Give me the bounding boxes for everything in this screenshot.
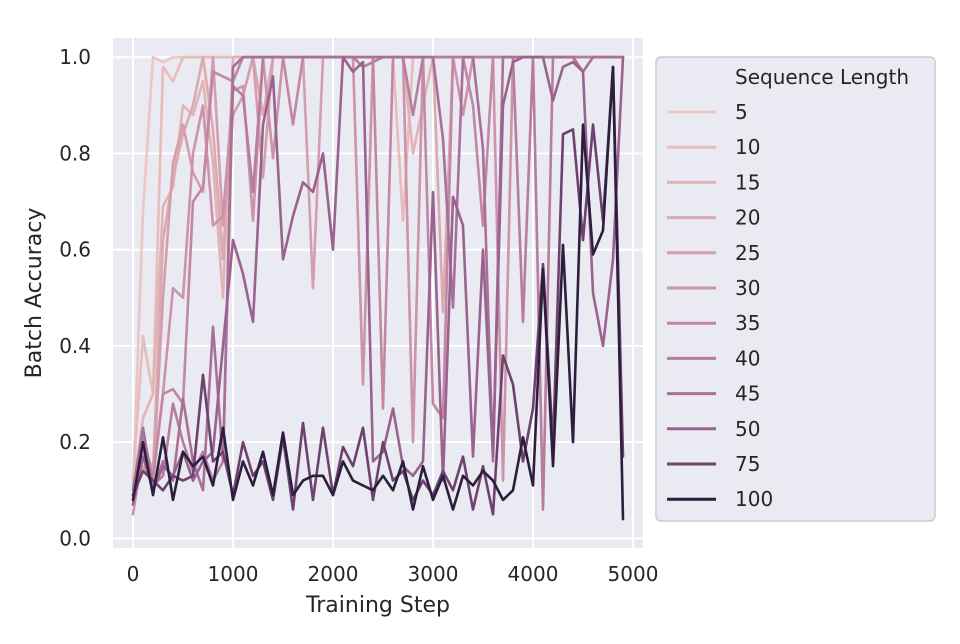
y-tick-label: 0.2 xyxy=(59,430,91,454)
legend-label-40: 40 xyxy=(735,346,760,370)
x-tick-label: 2000 xyxy=(308,562,359,586)
series-line-50 xyxy=(131,55,625,507)
legend-label-50: 50 xyxy=(735,417,760,441)
legend-label-15: 15 xyxy=(735,170,760,194)
y-tick-label: 0.0 xyxy=(59,526,91,550)
x-axis-label: Training Step xyxy=(305,593,450,618)
x-axis-ticks: 0 1000 2000 3000 4000 5000 xyxy=(127,562,659,586)
y-tick-label: 0.8 xyxy=(59,141,91,165)
x-tick-label: 0 xyxy=(127,562,140,586)
x-tick-label: 4000 xyxy=(508,562,559,586)
y-axis-label: Batch Accuracy xyxy=(22,208,47,379)
series-line-100 xyxy=(131,65,625,521)
legend-label-35: 35 xyxy=(735,311,760,335)
x-tick-label: 5000 xyxy=(608,562,659,586)
legend-label-30: 30 xyxy=(735,276,760,300)
legend-box xyxy=(655,56,936,522)
y-tick-label: 0.4 xyxy=(59,334,91,358)
legend: Sequence Length 5 10 15 20 25 30 35 40 45 50 75 100 xyxy=(655,56,936,522)
legend-label-20: 20 xyxy=(735,206,760,230)
legend-label-100: 100 xyxy=(735,487,773,511)
legend-label-5: 5 xyxy=(735,100,748,124)
legend-label-25: 25 xyxy=(735,241,760,265)
x-tick-label: 3000 xyxy=(408,562,459,586)
legend-label-45: 45 xyxy=(735,382,760,406)
legend-label-10: 10 xyxy=(735,135,760,159)
y-axis-ticks: 0.0 0.2 0.4 0.6 0.8 1.0 xyxy=(59,45,91,550)
y-tick-label: 1.0 xyxy=(59,45,91,69)
legend-title: Sequence Length xyxy=(735,65,909,89)
y-tick-label: 0.6 xyxy=(59,238,91,262)
legend-items: 5 10 15 20 25 30 35 40 45 50 75 100 xyxy=(667,100,773,511)
series-lines xyxy=(131,55,625,521)
x-tick-label: 1000 xyxy=(208,562,259,586)
legend-label-75: 75 xyxy=(735,452,760,476)
